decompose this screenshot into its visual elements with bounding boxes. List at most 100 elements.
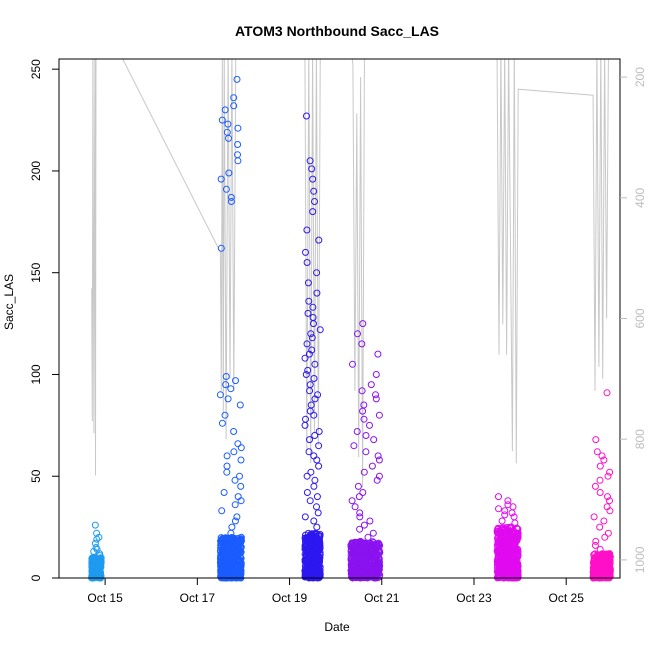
x-tick-label: Oct 15: [87, 591, 123, 605]
data-point: [311, 539, 319, 547]
data-point: [313, 503, 320, 511]
data-point: [236, 401, 244, 409]
data-point: [591, 541, 599, 549]
data-point: [91, 539, 99, 547]
data-point: [596, 476, 604, 484]
data-point: [306, 157, 314, 165]
data-point: [600, 517, 608, 525]
data-point: [507, 528, 515, 536]
data-point: [361, 544, 369, 552]
data-point: [309, 208, 317, 216]
data-point: [512, 534, 520, 542]
y-tick-label: 0: [29, 574, 43, 581]
data-point: [358, 545, 366, 553]
data-point: [301, 513, 309, 521]
data-point: [372, 391, 379, 399]
data-point: [606, 468, 614, 476]
data-point: [596, 489, 604, 496]
data-point: [308, 346, 316, 354]
data-point: [233, 513, 241, 521]
data-point: [311, 198, 318, 205]
data-point: [605, 573, 613, 581]
data-point: [372, 395, 380, 403]
data-point: [219, 547, 227, 555]
data-point: [592, 436, 600, 444]
data-point: [305, 297, 313, 305]
data-point: [303, 568, 310, 576]
data-point: [237, 482, 245, 490]
data-point: [494, 524, 502, 532]
series-3: [301, 112, 324, 582]
y-tick-label: 100: [29, 364, 43, 384]
x-tick-label: Oct 23: [456, 591, 492, 605]
y-tick-label: 150: [29, 262, 43, 282]
data-point: [605, 550, 612, 558]
data-point: [313, 269, 321, 277]
data-point: [234, 539, 242, 547]
data-point: [368, 462, 376, 470]
data-point: [232, 566, 240, 574]
data-point: [92, 544, 100, 551]
data-point: [234, 493, 242, 501]
data-point: [304, 279, 312, 287]
data-point: [596, 546, 604, 553]
data-point: [217, 566, 225, 574]
chart-title: ATOM3 Northbound Sacc_LAS: [235, 23, 439, 39]
data-point: [369, 529, 377, 537]
data-point: [220, 489, 228, 496]
data-point: [310, 411, 318, 419]
x-tick-label: Oct 19: [272, 591, 308, 605]
data-point: [232, 377, 239, 385]
data-point: [601, 533, 609, 541]
data-point: [315, 236, 323, 244]
right-tick-label: 400: [633, 187, 647, 207]
data-point: [375, 456, 383, 464]
data-point: [304, 567, 312, 575]
data-point: [593, 448, 601, 456]
data-point: [235, 558, 243, 566]
data-point: [604, 472, 612, 480]
data-point: [494, 555, 502, 563]
data-point: [229, 573, 237, 581]
data-point: [374, 452, 382, 460]
data-point: [308, 530, 316, 538]
data-point: [219, 534, 227, 542]
data-point: [510, 513, 518, 521]
data-point: [310, 187, 318, 195]
data-point: [218, 507, 226, 515]
data-point: [363, 573, 371, 580]
data-point: [216, 547, 224, 555]
secondary-series-group: [91, 59, 609, 488]
data-point: [514, 567, 522, 575]
data-point: [355, 562, 363, 570]
data-point: [501, 507, 509, 515]
data-point: [355, 493, 363, 501]
data-point: [227, 385, 235, 393]
data-point: [374, 350, 382, 358]
data-point: [312, 532, 320, 540]
data-point: [236, 472, 243, 480]
data-point: [313, 289, 321, 297]
data-point: [302, 371, 310, 378]
data-point: [233, 75, 241, 83]
data-point: [308, 165, 316, 173]
data-point: [304, 309, 312, 317]
data-point: [351, 538, 359, 546]
data-point: [375, 411, 383, 419]
data-point: [494, 569, 502, 577]
data-point: [363, 558, 371, 566]
data-point: [308, 572, 316, 580]
data-point: [359, 557, 367, 565]
data-point: [304, 366, 312, 374]
data-point: [234, 124, 242, 132]
data-point: [356, 509, 364, 517]
data-point: [592, 537, 600, 545]
data-point: [367, 381, 375, 389]
right-tick-label: 200: [633, 67, 647, 87]
data-point: [234, 562, 242, 570]
data-point: [311, 564, 319, 572]
data-point: [598, 564, 605, 572]
data-point: [591, 482, 599, 490]
data-point: [316, 572, 324, 580]
